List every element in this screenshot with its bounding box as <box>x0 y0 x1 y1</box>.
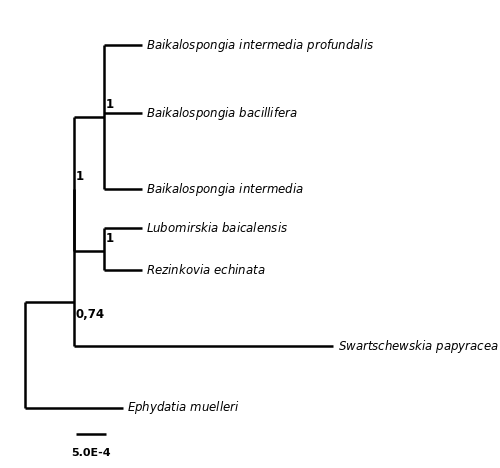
Text: 1: 1 <box>106 98 114 111</box>
Text: 0,74: 0,74 <box>76 308 105 321</box>
Text: $\mathit{Rezinkovia\ echinata}$: $\mathit{Rezinkovia\ echinata}$ <box>146 263 266 277</box>
Text: $\mathit{Baikalospongia\ intermedia}$: $\mathit{Baikalospongia\ intermedia}$ <box>146 181 304 198</box>
Text: 5.0E-4: 5.0E-4 <box>71 448 111 458</box>
Text: $\mathit{Baikalospongia\ bacillifera}$: $\mathit{Baikalospongia\ bacillifera}$ <box>146 104 298 122</box>
Text: 1: 1 <box>106 232 114 245</box>
Text: $\mathit{Baikalospongia\ intermedia\ profundalis}$: $\mathit{Baikalospongia\ intermedia\ pro… <box>146 37 374 54</box>
Text: $\mathit{Swartschewskia\ papyracea}$: $\mathit{Swartschewskia\ papyracea}$ <box>338 338 498 355</box>
Text: 1: 1 <box>76 170 84 183</box>
Text: $\mathit{Lubomirskia\ baicalensis}$: $\mathit{Lubomirskia\ baicalensis}$ <box>146 220 288 234</box>
Text: $\mathit{Ephydatia\ muelleri}$: $\mathit{Ephydatia\ muelleri}$ <box>128 400 240 417</box>
